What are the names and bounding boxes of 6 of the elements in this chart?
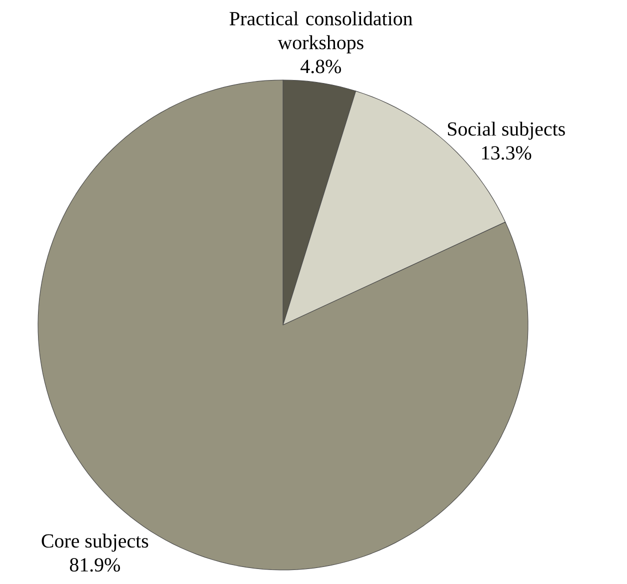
slice-label: Core subjects — [42, 534, 148, 552]
data-label: 13.3% — [482, 146, 532, 160]
slice-label: Practical consolidation workshops — [230, 11, 412, 54]
data-label: 81.9% — [70, 558, 120, 572]
slice-label: Social subjects — [448, 122, 565, 140]
data-label: 4.8% — [300, 60, 341, 74]
